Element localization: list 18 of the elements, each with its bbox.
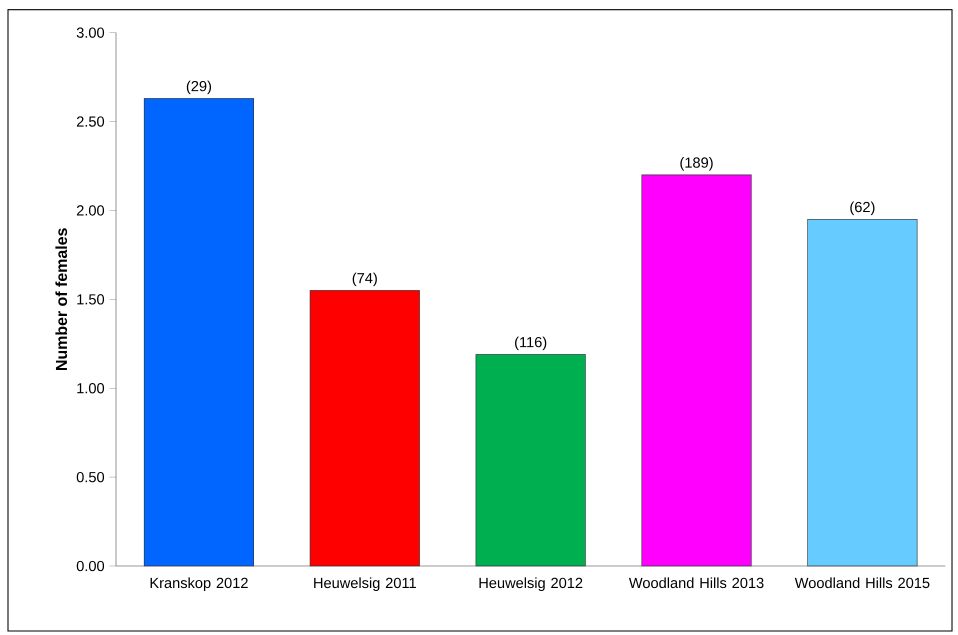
annotation: (29) — [186, 80, 212, 94]
x-tick-label: Woodland Hills 2013 — [628, 577, 764, 588]
y-axis-title: Number of females — [55, 228, 68, 370]
y-tick-label: 0.00 — [76, 560, 104, 572]
x-tick-label: Heuwelsig 2011 — [314, 577, 416, 591]
x-tick-label: Woodland Hills 2015 — [794, 577, 930, 588]
y-tick-label: 3.00 — [76, 28, 104, 38]
annotation: (62) — [850, 201, 874, 216]
x-tick-label: Heuwelsig 2012 — [479, 577, 582, 591]
annotation: (189) — [680, 157, 713, 171]
y-tick-label: 1.00 — [77, 383, 104, 394]
y-tick-label: 1.50 — [77, 294, 104, 305]
x-tick-label: Kranskop 2012 — [150, 577, 248, 591]
annotation: (116) — [515, 336, 546, 350]
y-tick-label: 2.00 — [76, 205, 104, 216]
y-tick-label: 2.50 — [76, 116, 104, 127]
y-tick-label: 0.50 — [76, 472, 104, 482]
annotation: (74) — [352, 272, 377, 286]
